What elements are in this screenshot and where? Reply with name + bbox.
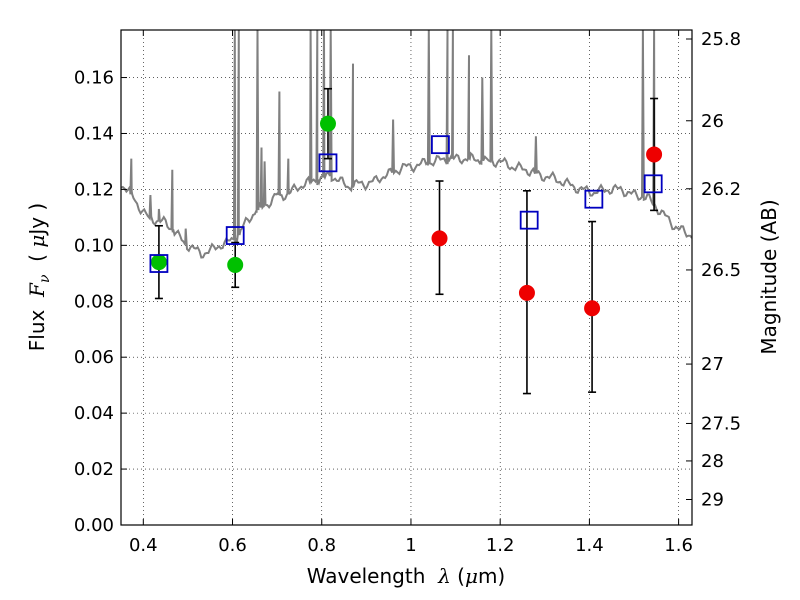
data-point-square [225, 226, 245, 245]
y2-tick-label: 26.2 [701, 179, 741, 200]
y-tick-label: 0.02 [74, 459, 114, 480]
y-axis-label: Flux Fν ( μJy ) [25, 203, 53, 351]
y-tick-label: 0.00 [74, 515, 114, 536]
data-point-square [643, 174, 663, 194]
data-point-circle [227, 256, 244, 273]
y-tick-label: 0.06 [74, 347, 114, 368]
axis-ticks [121, 30, 692, 526]
x-tick-label: 1.2 [486, 535, 515, 556]
x-tick-label: 1.4 [575, 535, 604, 556]
data-point-circle [319, 115, 336, 132]
data-point-square [519, 210, 539, 230]
data-point-square [318, 153, 338, 173]
y2-tick-label: 28 [701, 451, 724, 472]
x-tick-label: 1 [405, 535, 416, 556]
data-point-square [431, 135, 450, 155]
y-tick-label: 0.04 [74, 403, 114, 424]
y-tick-label: 0.08 [74, 291, 114, 312]
data-point-circle [431, 230, 448, 247]
x-tick-label: 1.6 [664, 535, 693, 556]
y-tick-label: 0.10 [74, 235, 114, 256]
data-point-circle [518, 284, 535, 301]
y2-axis-label: Magnitude (AB) [757, 199, 781, 354]
y-tick-label: 0.16 [74, 68, 114, 89]
data-point-circle [150, 254, 167, 271]
spectrum-line [121, 30, 692, 259]
plot-frame [120, 29, 693, 526]
y2-tick-label: 29 [701, 489, 724, 510]
y2-tick-label: 27 [701, 354, 724, 375]
x-tick-label: 0.6 [218, 535, 247, 556]
x-tick-label: 0.4 [129, 535, 158, 556]
y2-tick-label: 25.8 [701, 29, 741, 50]
y2-tick-label: 26 [701, 111, 724, 132]
y-tick-label: 0.14 [74, 123, 114, 144]
y-tick-label: 0.12 [74, 179, 114, 200]
data-point-square [584, 189, 604, 209]
data-point-circle [584, 300, 601, 317]
data-point-circle [646, 146, 663, 163]
x-axis-label: Wavelength λ (μm) [307, 564, 506, 588]
y2-tick-label: 27.5 [701, 413, 741, 434]
data-markers [149, 115, 663, 317]
gridlines [121, 30, 692, 525]
tick-labels: 0.4 0.6 0.8 1 1.2 1.4 1.6 0.00 0.02 0.04 0.06 0.08 0… [74, 29, 741, 556]
model-spectrum [121, 30, 692, 259]
x-tick-label: 0.8 [307, 535, 336, 556]
y2-tick-label: 26.5 [701, 260, 741, 281]
data-point-square [149, 254, 169, 273]
